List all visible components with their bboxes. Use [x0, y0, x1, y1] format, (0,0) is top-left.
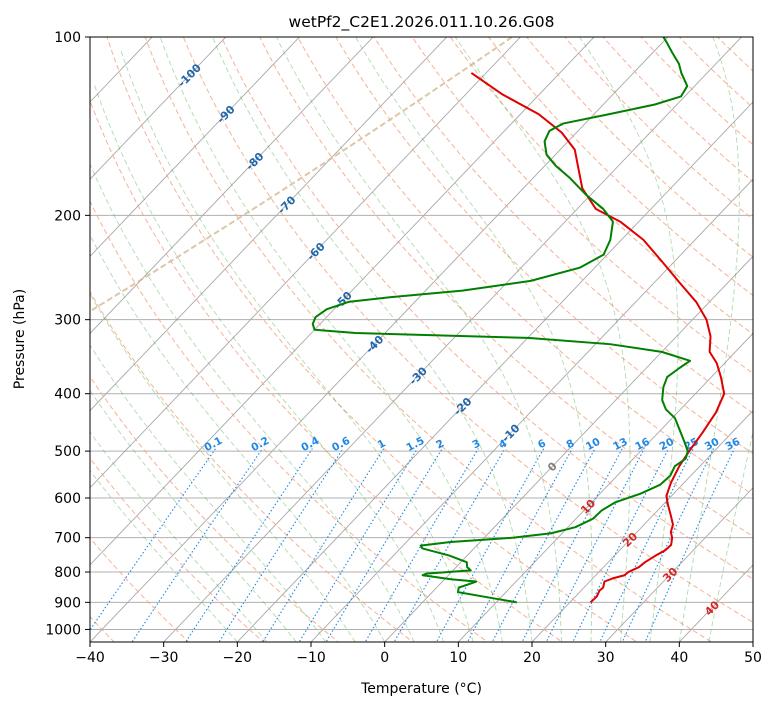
mixing-ratio-line — [599, 448, 694, 642]
mixing-ratio-line — [466, 448, 573, 642]
isotherm-line — [90, 37, 374, 335]
mixing-ratio-line — [621, 448, 715, 642]
isotherm-line — [90, 37, 448, 412]
isotherm-line — [457, 332, 753, 642]
isotherm-line — [90, 37, 227, 180]
dry-adiabat-line — [90, 99, 564, 642]
y-axis-label: Pressure (hPa) — [12, 289, 28, 389]
y-tick-label: 500 — [54, 444, 81, 460]
x-tick-label: 40 — [670, 650, 688, 666]
moist-adiabat-line — [454, 37, 631, 642]
grid-layer — [90, 37, 753, 642]
mixing-ratio-line — [364, 448, 479, 642]
moist-adiabat-line — [578, 37, 679, 642]
x-tick-label: −20 — [223, 650, 253, 666]
dry-adiabat-line — [449, 37, 753, 335]
moist-adiabat-line — [275, 37, 562, 642]
dry-adiabat-line — [106, 37, 638, 642]
moist-adiabat-line — [90, 162, 415, 642]
axis-ticks: −40 −30 −20 −10 0 10 20 30 40 50 100 200 300 400 500 60… — [45, 30, 762, 666]
mixing-ratio-line — [298, 448, 418, 642]
dry-adiabat-line — [487, 37, 753, 297]
mixing-ratio-line — [131, 448, 263, 642]
moist-adiabat-line — [90, 293, 356, 642]
mixing-ratio-line — [644, 448, 735, 642]
y-tick-label: 100 — [54, 30, 81, 46]
dry-adiabat-line — [144, 37, 713, 642]
x-tick-label: −30 — [149, 650, 179, 666]
x-tick-label: 50 — [744, 650, 762, 666]
isotherm-line — [605, 487, 753, 642]
moist-adiabat-line — [159, 37, 503, 642]
isotherm-line — [384, 255, 753, 642]
y-tick-label: 700 — [54, 531, 81, 547]
isotherm-line — [90, 37, 669, 642]
isotherm-line — [90, 37, 301, 257]
y-tick-label: 400 — [54, 387, 81, 403]
moist-adiabat-line — [678, 37, 740, 642]
x-axis-label: Temperature (°C) — [360, 681, 482, 697]
mixing-ratio-line — [572, 448, 670, 642]
y-tick-label: 200 — [54, 208, 81, 224]
mixing-ratio-line — [262, 448, 385, 642]
x-tick-label: −40 — [75, 650, 105, 666]
temperature-profile-line — [470, 72, 726, 604]
dry-adiabat-line — [182, 37, 753, 623]
x-tick-label: 30 — [597, 650, 615, 666]
dry-adiabat-line — [335, 37, 753, 455]
y-tick-label: 1000 — [45, 622, 81, 638]
mixing-ratio-line — [521, 448, 623, 642]
isotherm-line — [163, 37, 743, 642]
moist-adiabat-line — [90, 431, 268, 642]
dry-adiabat-line — [259, 37, 753, 537]
dry-adiabat-line — [90, 375, 340, 642]
moist-adiabat-line — [212, 37, 533, 642]
x-tick-label: 0 — [380, 650, 389, 666]
y-tick-label: 300 — [54, 313, 81, 329]
dewpoint-profile-line — [311, 37, 692, 604]
plot-frame — [89, 36, 754, 643]
moist-adiabat-line — [90, 344, 327, 642]
x-tick-label: −10 — [296, 650, 326, 666]
isotherm-line — [236, 101, 753, 642]
profile-layer — [311, 37, 726, 604]
isotherm-line — [310, 178, 753, 642]
moist-adiabat-line — [90, 389, 297, 642]
isotherm-line — [531, 409, 753, 642]
moist-adiabat-line — [708, 429, 753, 642]
y-tick-label: 600 — [54, 491, 81, 507]
chart-title: wetPf2_C2E1.2026.011.10.26.G08 — [289, 13, 555, 32]
moist-adiabat-line — [93, 83, 445, 642]
y-tick-label: 800 — [54, 565, 81, 581]
mixing-ratio-line — [491, 448, 596, 642]
frost-curve — [90, 37, 514, 313]
mixing-ratio-line — [90, 448, 217, 631]
y-tick-label: 900 — [54, 595, 81, 611]
moist-adiabat-line — [90, 234, 386, 642]
isotherm-line — [90, 37, 522, 489]
x-tick-label: 20 — [523, 650, 541, 666]
moist-adiabat-line — [120, 49, 474, 642]
moist-adiabat-line — [90, 469, 238, 642]
mixing-ratio-line — [393, 448, 506, 642]
dry-adiabat-line — [373, 37, 753, 414]
x-tick-label: 10 — [449, 650, 467, 666]
isotherm-line — [90, 37, 595, 566]
